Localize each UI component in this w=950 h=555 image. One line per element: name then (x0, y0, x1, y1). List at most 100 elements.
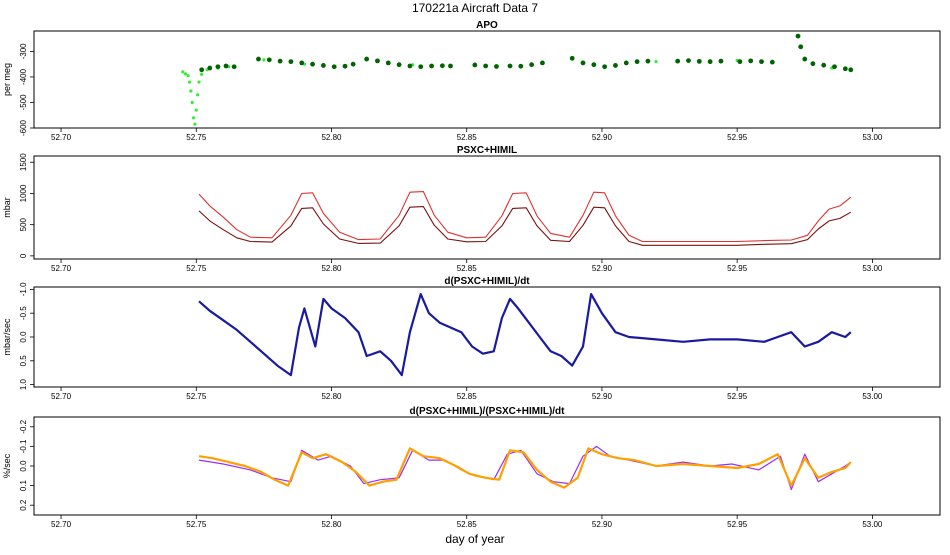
apo-raw-point (181, 70, 185, 74)
apo-averaged-point (529, 62, 535, 68)
psxc-himil-x-tick-label: 52.85 (457, 264, 478, 273)
apo-averaged-point (798, 44, 804, 50)
apo-raw-point (654, 60, 658, 64)
apo-averaged-point (675, 58, 681, 64)
d-psxc-himil-dt-y-tick-label: 1.0 (19, 379, 28, 391)
apo-raw-point (189, 89, 193, 93)
apo-averaged-point (385, 60, 391, 66)
panels-layer: APO per meg 52.70 52.75 52.80 52.85 52.90 52.95… (2, 20, 941, 529)
d-ratio-dt-title: d(PSXC+HIMIL)/(PSXC+HIMIL)/dt (410, 406, 566, 417)
psxc-himil-upper-line (198, 191, 852, 243)
apo-averaged-point (310, 61, 315, 67)
apo-x-tick-label: 52.90 (592, 133, 613, 142)
apo-x-tick-label: 52.70 (51, 133, 72, 142)
psxc-himil-y-axis-label: mbar (2, 197, 12, 218)
d-ratio-dt-x-tick-label: 52.75 (186, 520, 207, 529)
apo-averaged-point (375, 58, 380, 64)
d-ratio-dt-y-tick-label: 0.1 (19, 479, 28, 491)
apo-averaged-point (540, 60, 545, 66)
apo-raw-point (186, 74, 190, 78)
apo-averaged-point (507, 63, 513, 69)
apo-averaged-point (580, 60, 586, 66)
apo-averaged-point (832, 64, 837, 70)
psxc-himil-frame (33, 155, 941, 260)
apo-averaged-point (407, 63, 413, 69)
apo-averaged-point (518, 63, 524, 69)
apo-averaged-point (759, 59, 764, 65)
d-ratio-dt-x-tick-label: 52.95 (727, 520, 748, 529)
d-psxc-himil-dt-y-tick-label: 0.5 (19, 355, 28, 367)
apo-averaged-point (331, 64, 337, 70)
apo-averaged-point (288, 59, 294, 65)
psxc-himil-y-tick-label: 1000 (19, 184, 28, 202)
apo-averaged-point (737, 59, 743, 65)
d-psxc-himil-dt-x-tick-label: 52.95 (727, 392, 748, 401)
d-psxc-himil-dt-x-tick-label: 52.90 (592, 392, 613, 401)
psxc-himil-x-tick-label: 52.70 (51, 264, 72, 273)
d-ratio-dt-x-tick-label: 52.70 (51, 520, 72, 529)
apo-averaged-point (686, 58, 691, 64)
psxc-himil-lower-line (198, 206, 852, 246)
apo-averaged-point (842, 66, 848, 72)
apo-averaged-point (429, 63, 434, 69)
apo-raw-point (194, 108, 198, 112)
apo-averaged-point (256, 56, 261, 62)
d-ratio-dt-rate-line (198, 447, 852, 489)
psxc-himil-y-tick-label: 500 (19, 217, 28, 231)
d-ratio-dt-y-tick-label: -0.1 (19, 439, 28, 453)
d-psxc-himil-dt-x-tick-label: 52.70 (51, 392, 72, 401)
apo-raw-point (197, 80, 201, 84)
apo-averaged-point (569, 55, 575, 61)
psxc-himil-y-tick-label: 1500 (19, 153, 28, 171)
psxc-himil-series-group (198, 191, 852, 246)
apo-averaged-point (448, 63, 453, 69)
d-psxc-himil-dt-x-tick-label: 52.85 (457, 392, 478, 401)
apo-averaged-point (396, 62, 402, 68)
apo-raw-point (191, 116, 196, 120)
apo-raw-point (183, 72, 188, 76)
apo-averaged-point (418, 64, 424, 70)
psxc-himil-panel: PSXC+HIMIL mbar 52.70 52.75 52.80 52.85 52.90 5… (2, 145, 941, 273)
apo-averaged-point (215, 64, 221, 70)
apo-y-tick-label: -300 (19, 43, 28, 60)
apo-averaged-point (848, 67, 854, 73)
apo-raw-point (193, 122, 197, 126)
d-psxc-himil-dt-y-tick-label: 0.0 (19, 331, 28, 343)
d-psxc-himil-dt-panel: d(PSXC+HIMIL)/dt mbar/sec 52.70 52.75 52.80 5… (2, 276, 941, 401)
apo-averaged-point (342, 63, 348, 69)
apo-averaged-point (623, 60, 629, 66)
psxc-himil-x-tick-label: 52.90 (592, 264, 613, 273)
apo-averaged-point (266, 57, 272, 63)
apo-averaged-point (602, 64, 608, 70)
apo-averaged-point (795, 33, 801, 39)
psxc-himil-x-tick-label: 53.00 (862, 264, 883, 273)
psxc-himil-title: PSXC+HIMIL (457, 145, 517, 156)
apo-title: APO (476, 20, 498, 31)
apo-raw-point (200, 72, 204, 76)
apo-averaged-point (707, 59, 713, 65)
apo-averaged-point (207, 65, 213, 71)
d-ratio-dt-panel: d(PSXC+HIMIL)/(PSXC+HIMIL)/dt %/sec 52.70 5… (2, 406, 941, 529)
d-psxc-himil-dt-x-tick-label: 52.80 (321, 392, 342, 401)
apo-x-tick-label: 53.00 (862, 133, 883, 142)
chart-title: 170221a Aircraft Data 7 (412, 1, 538, 15)
apo-averaged-point (439, 63, 445, 69)
d-ratio-dt-x-tick-label: 52.80 (321, 520, 342, 529)
d-ratio-dt-series-group (198, 445, 852, 491)
d-psxc-himil-dt-y-tick-label: -1.0 (19, 282, 28, 296)
apo-averaged-point (591, 62, 597, 68)
psxc-himil-x-tick-label: 52.80 (321, 264, 342, 273)
apo-panel: APO per meg 52.70 52.75 52.80 52.85 52.90 52.95… (2, 20, 941, 142)
apo-averaged-point (634, 59, 640, 65)
apo-averaged-point (718, 58, 724, 64)
d-ratio-dt-y-axis-label: %/sec (2, 453, 12, 478)
apo-averaged-point (810, 61, 816, 67)
d-ratio-dt-x-tick-label: 53.00 (862, 520, 883, 529)
apo-x-tick-label: 52.95 (727, 133, 748, 142)
apo-y-tick-label: -400 (19, 68, 28, 85)
d-ratio-dt-x-tick-label: 52.90 (592, 520, 613, 529)
d-psxc-himil-dt-series-group (198, 293, 852, 377)
apo-y-axis-label: per meg (2, 63, 12, 96)
apo-frame (33, 30, 941, 129)
